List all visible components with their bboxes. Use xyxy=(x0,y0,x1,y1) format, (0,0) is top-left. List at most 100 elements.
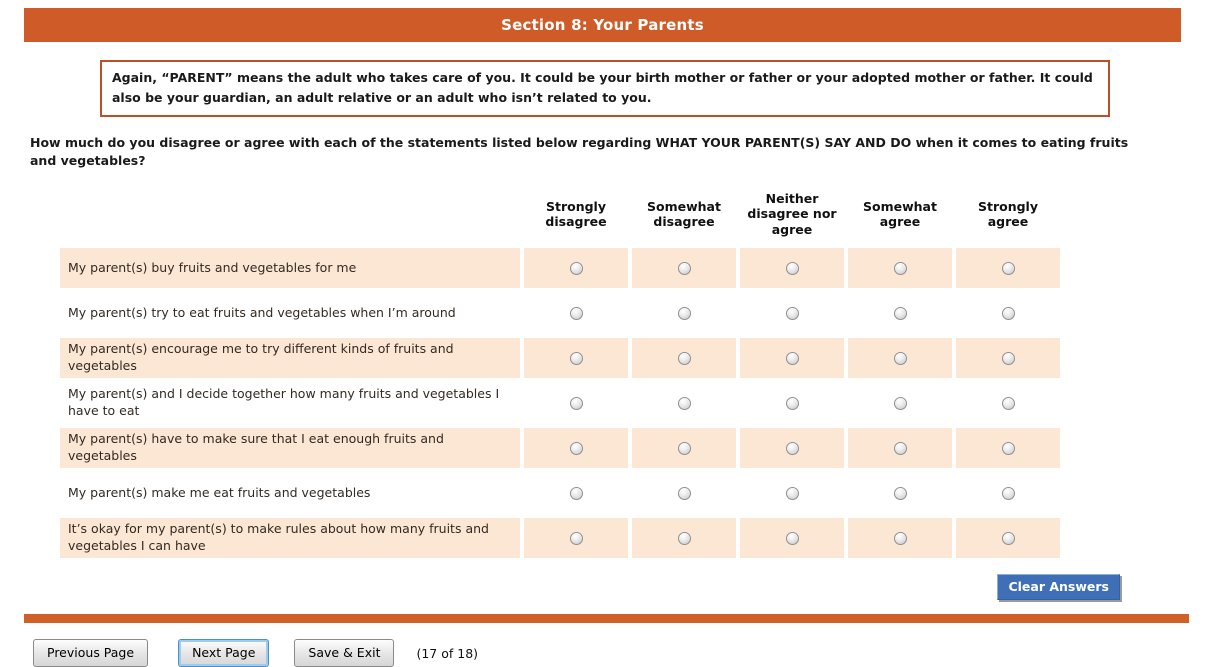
radio-cell xyxy=(956,383,1060,424)
radio-cell xyxy=(848,338,952,379)
radio-cell xyxy=(632,473,736,514)
radio-button-row3-col4[interactable] xyxy=(893,351,907,365)
radio-cell xyxy=(956,428,1060,469)
radio-cell xyxy=(524,248,628,289)
radio-button-row1-col1[interactable] xyxy=(569,261,583,275)
column-header-1: Strongly disagree xyxy=(545,198,607,230)
matrix-header: Strongly disagree Somewhat disagree Neithe… xyxy=(60,188,1060,240)
table-row: It’s okay for my parent(s) to make rules… xyxy=(60,518,1060,559)
bottom-divider xyxy=(24,614,1189,624)
radio-cell xyxy=(956,338,1060,379)
row-label: My parent(s) encourage me to try differe… xyxy=(60,338,520,379)
radio-cell xyxy=(740,383,844,424)
row-label: My parent(s) make me eat fruits and vege… xyxy=(60,473,520,514)
table-row: My parent(s) make me eat fruits and vege… xyxy=(60,473,1060,514)
radio-button-row4-col2[interactable] xyxy=(677,396,691,410)
radio-button-row5-col1[interactable] xyxy=(569,441,583,455)
radio-cell xyxy=(740,428,844,469)
radio-cell xyxy=(848,293,952,334)
radio-button-row3-col5[interactable] xyxy=(1001,351,1015,365)
radio-button-row4-col3[interactable] xyxy=(785,396,799,410)
radio-button-row3-col2[interactable] xyxy=(677,351,691,365)
radio-button-row1-col5[interactable] xyxy=(1001,261,1015,275)
radio-cell xyxy=(848,248,952,289)
radio-cell xyxy=(740,248,844,289)
radio-cell xyxy=(956,518,1060,559)
radio-button-row4-col1[interactable] xyxy=(569,396,583,410)
radio-button-row7-col4[interactable] xyxy=(893,531,907,545)
radio-cell xyxy=(956,293,1060,334)
column-header-4: Somewhat agree xyxy=(863,198,937,230)
radio-button-row6-col3[interactable] xyxy=(785,486,799,500)
row-label: My parent(s) have to make sure that I ea… xyxy=(60,428,520,469)
radio-cell xyxy=(848,518,952,559)
radio-button-row5-col4[interactable] xyxy=(893,441,907,455)
radio-button-row1-col2[interactable] xyxy=(677,261,691,275)
radio-button-row6-col1[interactable] xyxy=(569,486,583,500)
row-label: My parent(s) and I decide together how m… xyxy=(60,383,520,424)
radio-cell xyxy=(524,518,628,559)
radio-button-row4-col5[interactable] xyxy=(1001,396,1015,410)
radio-button-row7-col3[interactable] xyxy=(785,531,799,545)
row-label: My parent(s) buy fruits and vegetables f… xyxy=(60,248,520,289)
radio-button-row5-col3[interactable] xyxy=(785,441,799,455)
radio-cell xyxy=(632,293,736,334)
radio-cell xyxy=(848,383,952,424)
table-row: My parent(s) encourage me to try differe… xyxy=(60,338,1060,379)
radio-button-row5-col2[interactable] xyxy=(677,441,691,455)
radio-button-row6-col2[interactable] xyxy=(677,486,691,500)
matrix-header-spacer xyxy=(60,188,520,240)
question-text: How much do you disagree or agree with e… xyxy=(30,135,1129,169)
radio-cell xyxy=(740,473,844,514)
radio-button-row2-col2[interactable] xyxy=(677,306,691,320)
radio-button-row2-col3[interactable] xyxy=(785,306,799,320)
clear-answers-row: Clear Answers xyxy=(60,574,1120,601)
column-header-5: Strongly agree xyxy=(977,198,1038,230)
page-indicator: (17 of 18) xyxy=(416,645,479,661)
table-row: My parent(s) try to eat fruits and veget… xyxy=(60,293,1060,334)
radio-cell xyxy=(956,473,1060,514)
radio-button-row3-col3[interactable] xyxy=(785,351,799,365)
table-row: My parent(s) buy fruits and vegetables f… xyxy=(60,248,1060,289)
radio-cell xyxy=(524,383,628,424)
row-label: It’s okay for my parent(s) to make rules… xyxy=(60,518,520,559)
section-banner: Section 8: Your Parents xyxy=(24,8,1181,42)
section-title: Section 8: Your Parents xyxy=(501,16,704,34)
radio-cell xyxy=(632,248,736,289)
radio-button-row1-col4[interactable] xyxy=(893,261,907,275)
parent-definition-text: Again, “PARENT” means the adult who take… xyxy=(112,70,1093,105)
radio-button-row7-col2[interactable] xyxy=(677,531,691,545)
table-row: My parent(s) have to make sure that I ea… xyxy=(60,428,1060,469)
radio-button-row2-col1[interactable] xyxy=(569,306,583,320)
radio-cell xyxy=(524,473,628,514)
parent-definition-box: Again, “PARENT” means the adult who take… xyxy=(100,60,1110,117)
column-header-3: Neither disagree nor agree xyxy=(747,190,837,238)
radio-cell xyxy=(632,383,736,424)
save-exit-button[interactable]: Save & Exit xyxy=(294,639,395,667)
radio-button-row2-col4[interactable] xyxy=(893,306,907,320)
footer-nav: Previous Page Next Page Save & Exit (17 … xyxy=(33,639,1205,667)
radio-button-row3-col1[interactable] xyxy=(569,351,583,365)
radio-cell xyxy=(740,293,844,334)
radio-cell xyxy=(956,248,1060,289)
radio-button-row5-col5[interactable] xyxy=(1001,441,1015,455)
row-label: My parent(s) try to eat fruits and veget… xyxy=(60,293,520,334)
radio-button-row7-col1[interactable] xyxy=(569,531,583,545)
radio-button-row4-col4[interactable] xyxy=(893,396,907,410)
radio-cell xyxy=(740,518,844,559)
radio-cell xyxy=(848,428,952,469)
radio-button-row7-col5[interactable] xyxy=(1001,531,1015,545)
table-row: My parent(s) and I decide together how m… xyxy=(60,383,1060,424)
radio-button-row6-col4[interactable] xyxy=(893,486,907,500)
radio-button-row2-col5[interactable] xyxy=(1001,306,1015,320)
radio-cell xyxy=(524,338,628,379)
radio-button-row6-col5[interactable] xyxy=(1001,486,1015,500)
matrix-rows: My parent(s) buy fruits and vegetables f… xyxy=(60,248,1060,559)
likert-matrix: Strongly disagree Somewhat disagree Neithe… xyxy=(60,188,1120,601)
radio-cell xyxy=(632,428,736,469)
clear-answers-button[interactable]: Clear Answers xyxy=(997,574,1120,601)
radio-button-row1-col3[interactable] xyxy=(785,261,799,275)
radio-cell xyxy=(848,473,952,514)
previous-page-button[interactable]: Previous Page xyxy=(33,639,149,667)
next-page-button[interactable]: Next Page xyxy=(178,639,270,667)
